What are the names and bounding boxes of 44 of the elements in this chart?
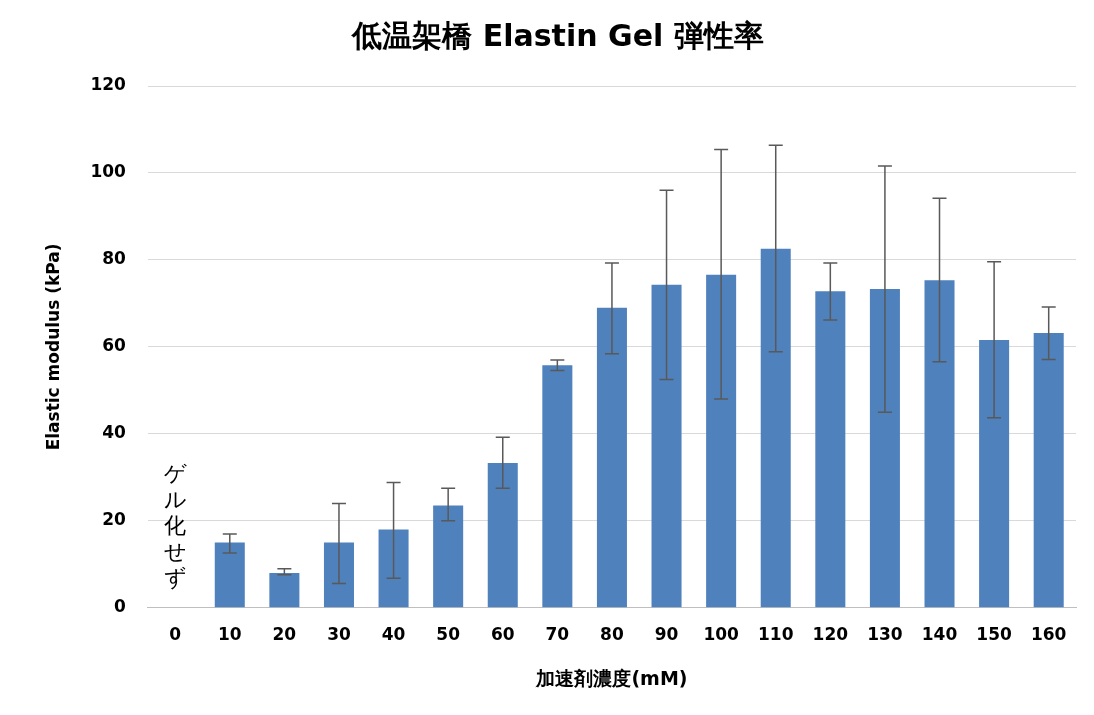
bar [542, 365, 573, 608]
x-tick-label: 100 [703, 624, 740, 645]
bar [706, 274, 737, 608]
bar [651, 284, 682, 608]
bar [596, 307, 627, 608]
x-tick-label: 120 [812, 624, 849, 645]
bar [869, 289, 900, 608]
bar [487, 463, 518, 608]
x-tick-label: 140 [921, 624, 958, 645]
y-tick-label: 120 [90, 74, 127, 95]
x-tick-label: 30 [327, 624, 351, 645]
x-tick-label: 40 [381, 624, 406, 645]
x-tick-label: 70 [545, 624, 570, 645]
x-tick-label: 160 [1030, 624, 1067, 645]
bar [433, 505, 464, 608]
chart-title: 低温架橋 Elastin Gel 弾性率 [351, 17, 764, 53]
bar [924, 280, 955, 608]
y-tick-label: 40 [102, 422, 127, 443]
bar [815, 291, 846, 608]
bar [378, 529, 409, 608]
x-tick-label: 110 [757, 624, 794, 645]
y-axis-title: Elastic modulus (kPa) [42, 243, 63, 451]
y-tick-label: 80 [102, 248, 127, 269]
y-tick-label: 60 [102, 335, 127, 356]
bar [323, 542, 354, 608]
bar [1033, 332, 1064, 608]
x-tick-label: 130 [867, 624, 903, 645]
x-tick-label: 20 [272, 624, 297, 645]
x-tick-label: 80 [600, 624, 624, 645]
x-tick-label: 60 [490, 624, 515, 645]
annotation: ゲル化せず [163, 460, 187, 590]
bar [269, 573, 300, 608]
bar [214, 542, 245, 608]
bar [979, 339, 1010, 608]
y-tick-label: 100 [90, 161, 127, 182]
y-tick-label: 20 [102, 509, 127, 530]
x-tick-label: 10 [217, 624, 242, 645]
x-tick-label: 90 [654, 624, 679, 645]
y-tick-label: 0 [114, 596, 127, 617]
x-tick-label: 150 [976, 624, 1013, 645]
x-axis-title: 加速剤濃度(mM) [535, 666, 688, 689]
x-tick-label: 50 [436, 624, 461, 645]
bar [760, 248, 791, 608]
x-tick-label: 0 [169, 624, 182, 645]
